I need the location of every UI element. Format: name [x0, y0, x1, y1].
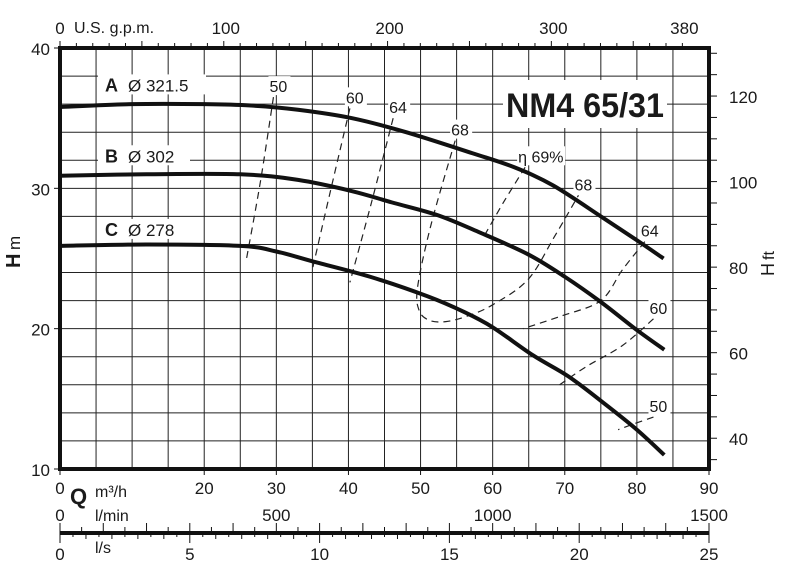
curve-label-background — [98, 145, 190, 166]
efficiency-line — [349, 118, 394, 283]
title-background — [503, 80, 667, 128]
top-tick-label: 100 — [212, 19, 240, 38]
top-tick-label: 380 — [670, 19, 698, 38]
left-tick-label: 40 — [31, 40, 50, 59]
top-axis-unit: U.S. g.p.m. — [74, 20, 154, 37]
efficiency-line — [245, 97, 275, 262]
efficiency-label: η 69% — [518, 149, 563, 166]
right-axis-title: H ft — [758, 251, 778, 276]
left-axis-unit: m — [5, 236, 24, 250]
efficiency-label-background — [344, 87, 367, 107]
ls-tick-label: 20 — [570, 545, 589, 564]
left-axis-title: H m — [3, 236, 25, 268]
efficiency-label-background — [517, 146, 566, 166]
curve-diameter-label: Ø 278 — [128, 221, 174, 240]
pump-curve-b — [59, 171, 666, 352]
ls-tick-label: 10 — [310, 545, 329, 564]
bottom-tick-label: 70 — [555, 479, 574, 498]
q-symbol: Q — [70, 484, 87, 509]
efficiency-label: 60 — [649, 301, 667, 318]
efficiency-lines: 50 60 64 68 η 69% 68 64 60 50 — [245, 76, 671, 431]
lmin-tick-label: 1500 — [690, 506, 728, 525]
top-tick-label: 200 — [375, 19, 403, 38]
pump-curve-a — [59, 101, 665, 261]
plot-frame — [58, 46, 711, 471]
bottom-tick-label: 40 — [339, 479, 358, 498]
bottom-tick-label: 0 — [55, 479, 64, 498]
efficiency-line — [522, 241, 646, 330]
efficiency-line — [482, 166, 526, 240]
efficiency-label-background — [450, 119, 473, 139]
bottom-tick-label: 20 — [195, 479, 214, 498]
curve-label-background — [98, 218, 190, 239]
ls-tick-label: 25 — [700, 545, 719, 564]
curve-name-label: B — [105, 146, 118, 166]
bottom-tick-label: 50 — [411, 479, 430, 498]
efficiency-label-background — [268, 76, 291, 96]
left-tick-label: 20 — [31, 321, 50, 340]
ls-tick-label: 5 — [185, 545, 194, 564]
pump-curves: A Ø 321.5 B Ø 302 C Ø 278 — [59, 74, 666, 457]
efficiency-label: 64 — [641, 224, 659, 241]
right-tick-label: 100 — [729, 174, 757, 193]
chart-title: NM4 65/31 — [506, 87, 664, 125]
top-tick-label: 300 — [539, 19, 567, 38]
left-tick-label: 10 — [31, 461, 50, 480]
axis-ticks — [54, 41, 717, 543]
bottom-tick-label: 80 — [627, 479, 646, 498]
efficiency-label: 50 — [649, 399, 667, 416]
efficiency-line — [416, 140, 579, 323]
right-tick-label: 40 — [729, 430, 748, 449]
curve-diameter-label: Ø 321.5 — [128, 76, 189, 95]
top-tick-label: 0 — [55, 19, 64, 38]
right-axis-unit: ft — [761, 251, 778, 260]
right-tick-label: 120 — [729, 88, 757, 107]
efficiency-label: 68 — [451, 123, 469, 140]
efficiency-label: 60 — [346, 90, 364, 107]
efficiency-label: 50 — [269, 79, 287, 96]
efficiency-label: 68 — [574, 177, 592, 194]
curve-name-label: A — [105, 75, 118, 95]
lmin-tick-label: 500 — [262, 506, 290, 525]
pump-curve-c — [59, 242, 666, 457]
right-axis-symbol: H — [758, 263, 778, 276]
efficiency-label-background — [648, 297, 671, 317]
curve-diameter-label: Ø 302 — [128, 147, 174, 166]
efficiency-label-background — [639, 220, 662, 240]
efficiency-label-background — [648, 396, 671, 416]
lmin-tick-label: 1000 — [474, 506, 512, 525]
primary-x-unit: m³/h — [95, 484, 127, 501]
curve-label-background — [98, 74, 206, 95]
curve-name-label: C — [105, 220, 118, 240]
ls-tick-label: 15 — [440, 545, 459, 564]
right-tick-label: 80 — [729, 259, 748, 278]
bottom-tick-label: 90 — [700, 479, 719, 498]
ls-axis-unit: l/s — [95, 540, 111, 557]
lmin-tick-label: 0 — [55, 506, 64, 525]
right-tick-label: 60 — [729, 345, 748, 364]
efficiency-label: 64 — [389, 100, 407, 117]
ls-tick-label: 0 — [55, 545, 64, 564]
left-tick-label: 30 — [31, 180, 50, 199]
lmin-axis-unit: l/min — [95, 508, 129, 525]
efficiency-label-background — [573, 174, 596, 194]
efficiency-line — [617, 416, 654, 431]
efficiency-line — [311, 108, 351, 273]
left-axis-symbol: H — [3, 254, 25, 268]
bottom-tick-label: 60 — [483, 479, 502, 498]
efficiency-label-background — [388, 97, 411, 117]
bottom-tick-label: 30 — [267, 479, 286, 498]
